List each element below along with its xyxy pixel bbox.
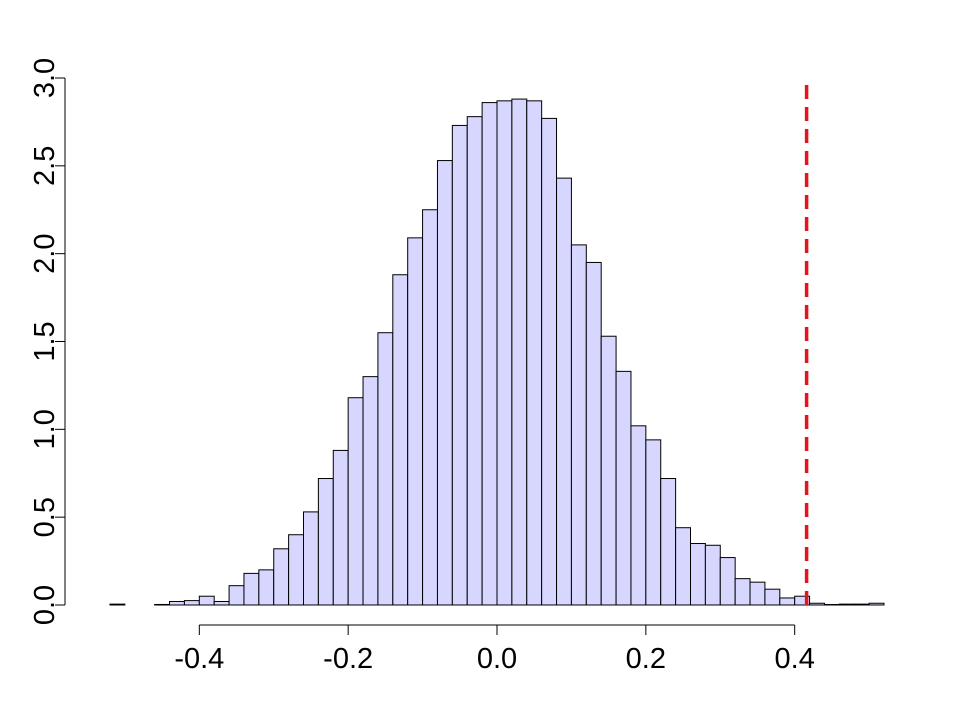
bar xyxy=(154,603,171,606)
y-tick-label: 3.0 xyxy=(29,58,61,98)
y-tick-label: 1.0 xyxy=(29,409,61,449)
bar xyxy=(288,534,305,606)
bar xyxy=(466,116,483,606)
bar xyxy=(422,209,438,606)
x-tick-label: 0.0 xyxy=(477,643,517,675)
bar xyxy=(526,100,543,606)
bar xyxy=(853,603,870,606)
x-tick-label: 0.2 xyxy=(626,643,666,675)
bar xyxy=(392,274,409,606)
bar xyxy=(258,569,275,606)
bar xyxy=(660,478,677,606)
bar xyxy=(347,397,364,606)
bar xyxy=(436,160,453,606)
bar xyxy=(243,572,260,606)
bar xyxy=(541,117,558,606)
bar xyxy=(511,98,528,606)
x-tick-label: -0.2 xyxy=(323,643,373,675)
bar xyxy=(734,578,751,606)
bar xyxy=(749,581,766,606)
y-tick-label: 2.5 xyxy=(29,146,61,186)
bar xyxy=(169,600,185,606)
bar xyxy=(451,124,468,606)
bar xyxy=(481,102,498,606)
bar xyxy=(704,544,721,606)
bar xyxy=(838,603,855,606)
bar xyxy=(496,100,513,606)
bar xyxy=(779,597,796,606)
bar xyxy=(615,370,632,606)
bar xyxy=(109,603,126,606)
bar xyxy=(645,439,662,606)
bar xyxy=(809,602,825,606)
bar xyxy=(332,449,349,606)
bar xyxy=(183,600,200,606)
bar xyxy=(823,603,840,606)
bar xyxy=(213,600,230,606)
bar xyxy=(719,557,736,606)
bar xyxy=(690,543,706,606)
y-tick-label: 0.0 xyxy=(29,585,61,625)
y-tick-label: 2.0 xyxy=(29,234,61,274)
y-tick-label: 1.5 xyxy=(29,321,61,361)
bar xyxy=(764,588,781,606)
bar xyxy=(794,595,811,606)
bar xyxy=(303,511,319,606)
y-tick-label: 0.5 xyxy=(29,497,61,537)
bar xyxy=(868,602,885,606)
bar xyxy=(630,425,647,606)
bar xyxy=(228,585,245,606)
bar xyxy=(198,595,215,606)
bar xyxy=(273,548,290,606)
x-tick-label: -0.4 xyxy=(174,643,224,675)
bar xyxy=(600,335,617,606)
bar xyxy=(585,261,602,606)
bar xyxy=(362,376,379,606)
bar xyxy=(407,237,424,606)
bar xyxy=(570,244,587,606)
bar xyxy=(675,527,691,606)
bar xyxy=(556,177,572,606)
bar xyxy=(377,332,394,606)
x-tick-label: 0.4 xyxy=(775,643,815,675)
bar xyxy=(317,478,334,606)
